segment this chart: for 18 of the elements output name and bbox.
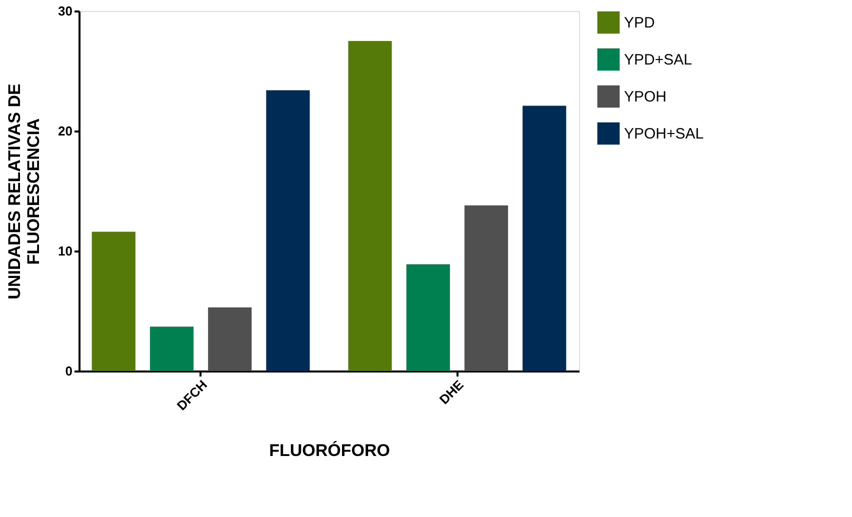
legend-label: YPOH (624, 88, 667, 106)
y-tick-label: 10 (58, 244, 72, 258)
bar (150, 326, 194, 371)
legend-label: YPOH+SAL (624, 126, 704, 142)
bar (266, 90, 310, 371)
bar (348, 41, 392, 371)
bar (208, 307, 252, 371)
y-axis-title: UNIDADES RELATIVAS DE FLUORESCENCIA (5, 84, 44, 300)
y-tick-label: 0 (65, 364, 72, 378)
legend-label: YPD+SAL (624, 52, 692, 68)
legend-label: YPD (624, 14, 656, 32)
x-axis-title: FLUORÓFORO (269, 440, 390, 460)
bar (92, 232, 136, 371)
y-tick-label: 30 (58, 4, 72, 18)
bar (406, 264, 450, 371)
bar (522, 106, 566, 371)
bar (464, 205, 508, 371)
y-tick-label: 20 (58, 124, 72, 138)
